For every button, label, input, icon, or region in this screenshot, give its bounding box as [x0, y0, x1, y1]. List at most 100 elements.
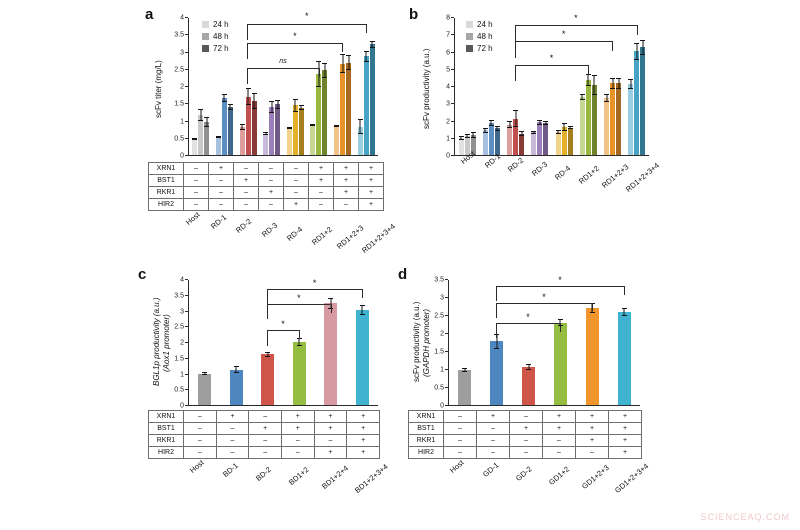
y-tick-label: 0.5: [174, 135, 184, 143]
bar-wrap: [324, 280, 338, 405]
bar: [628, 83, 634, 155]
y-tick: [451, 86, 454, 87]
table-cell: –: [215, 422, 250, 435]
ns-label: ns: [279, 58, 287, 66]
bar-group: [544, 280, 576, 405]
bar: [490, 341, 504, 405]
panel-c-x-labels: Host BD-1 BD-2 BD1+2 BD1+2+4 BD1+2+3+4: [148, 458, 390, 514]
table-cell: +: [280, 422, 315, 435]
bar-wrap: [464, 18, 470, 155]
y-tick: [185, 310, 188, 312]
error-bar: [288, 126, 290, 130]
significance-bracket: *: [448, 280, 640, 406]
error-bar: [298, 338, 300, 346]
bar: [286, 127, 292, 155]
bar-wrap: [531, 18, 537, 155]
bar: [340, 63, 346, 155]
x-axis-label: Host: [184, 210, 202, 227]
table-cell: –: [183, 186, 209, 199]
bar: [346, 62, 352, 155]
bar: [634, 51, 640, 155]
bar: [591, 84, 597, 155]
panel-a-y-axis: [188, 18, 189, 156]
bar-wrap: [494, 18, 500, 155]
table-cell: –: [248, 446, 282, 459]
table-cell: +: [208, 162, 234, 175]
y-tick-label: 5: [446, 66, 450, 74]
legend-item: 48 h: [202, 32, 229, 41]
bracket-line: [496, 302, 592, 304]
y-tick: [185, 389, 188, 391]
bar: [316, 73, 322, 155]
y-tick: [185, 120, 188, 122]
bracket-tick: [514, 64, 516, 82]
bracket-tick: [496, 286, 497, 302]
y-tick: [185, 103, 188, 105]
bracket-tick: [636, 24, 638, 35]
table-cell: –: [575, 446, 609, 459]
x-axis-label: RD1+2+3+4: [360, 221, 398, 255]
table-row-header: XRN1: [148, 162, 184, 175]
significance-star: *: [574, 12, 578, 23]
table-cell: –: [258, 198, 284, 211]
error-bar: [612, 77, 614, 89]
table-cell: –: [542, 434, 576, 447]
y-tick-label: 2.5: [174, 66, 184, 74]
table-cell: +: [308, 174, 334, 187]
table-cell: +: [283, 198, 309, 211]
bar-group: [284, 18, 308, 155]
x-axis-label: BD-1: [221, 461, 240, 479]
bar: [488, 122, 494, 155]
significance-bracket: *: [454, 18, 649, 156]
error-bar: [229, 103, 231, 111]
x-axis-label: RD-4: [553, 163, 573, 182]
table-cell: –: [283, 162, 309, 175]
table-row-header: HIR2: [148, 446, 184, 459]
table-cell: –: [443, 434, 477, 447]
table-cell: +: [358, 186, 384, 199]
significance-bracket: *: [188, 278, 378, 406]
table-cell: –: [308, 198, 334, 211]
table-cell: –: [313, 434, 348, 447]
bar-group: [347, 280, 379, 405]
bar-wrap: [591, 18, 597, 155]
y-tick-label: 4: [180, 276, 184, 284]
bar-wrap: [522, 280, 536, 405]
error-bar: [521, 131, 523, 137]
bracket-line: [496, 286, 624, 288]
bar: [215, 137, 221, 155]
bar-wrap: [543, 18, 549, 155]
table-cell: +: [333, 162, 359, 175]
x-axis-label: Host: [188, 458, 206, 475]
y-tick-label: 3.5: [174, 292, 184, 300]
table-row: HIR2– – – – – +: [408, 446, 642, 459]
table-cell: –: [215, 434, 250, 447]
table-cell: +: [542, 422, 576, 435]
bar: [229, 369, 243, 405]
table-cell: –: [283, 186, 309, 199]
bar: [470, 134, 476, 155]
x-axis-label: RD-4: [284, 224, 304, 243]
table-cell: –: [248, 410, 282, 423]
table-cell: +: [346, 434, 380, 447]
bracket-tick: [247, 23, 249, 41]
x-axis-label: RD-3: [259, 220, 279, 239]
y-tick-label: 3.5: [174, 31, 184, 39]
error-bar: [194, 138, 196, 140]
bar: [357, 126, 363, 155]
legend-swatch-icon: [202, 33, 209, 40]
error-bar: [324, 62, 326, 79]
table-cell: –: [183, 434, 217, 447]
legend-label: 24 h: [477, 20, 493, 29]
table-cell: +: [258, 186, 284, 199]
error-bar: [300, 105, 302, 111]
bar-wrap: [458, 18, 464, 155]
table-row: RKR1– – – – – +: [148, 434, 380, 447]
y-tick: [451, 137, 454, 139]
significance-bracket: *: [188, 18, 378, 156]
panel-a-ylabel: scFv titer (mg/L): [154, 60, 163, 118]
bar-group: [213, 18, 237, 155]
y-tick-label: 7: [446, 31, 450, 39]
x-axis-label: RD-2: [234, 216, 254, 235]
bracket-tick: [267, 303, 269, 320]
